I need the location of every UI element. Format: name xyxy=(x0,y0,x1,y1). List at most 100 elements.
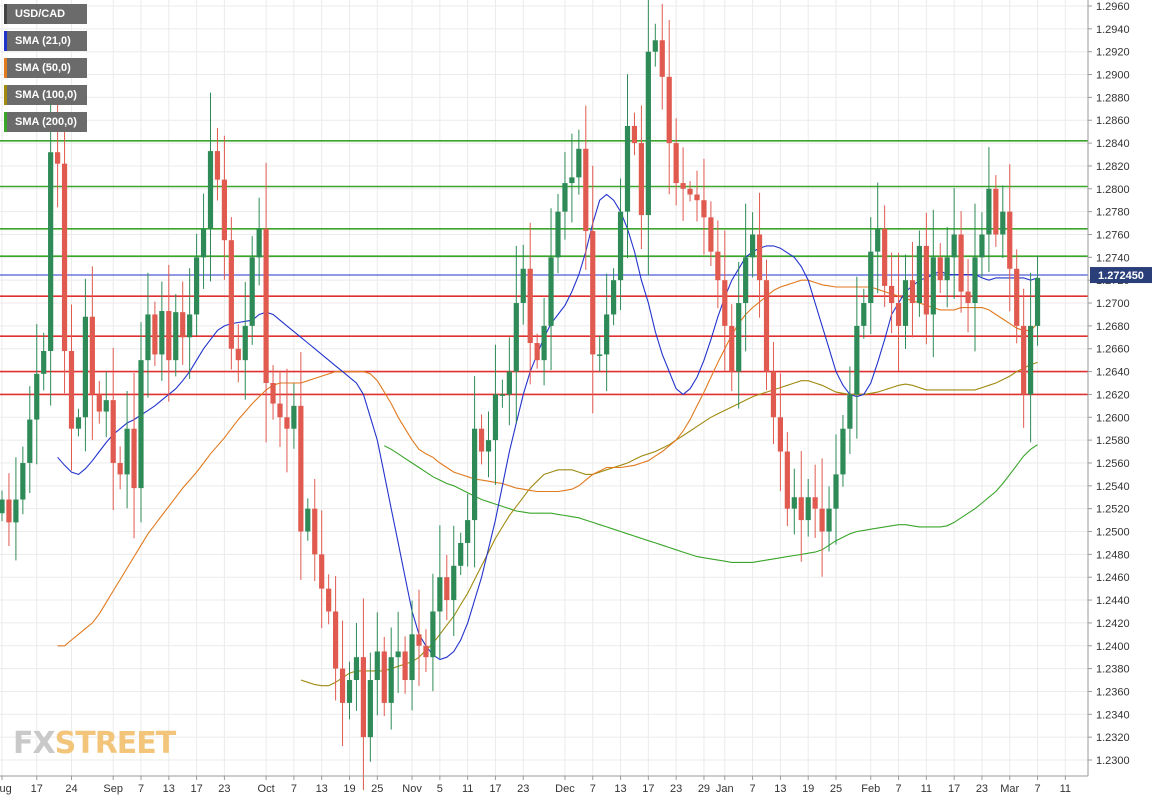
x-tick-label: Dec xyxy=(555,783,575,795)
candle-body xyxy=(409,634,415,681)
candle-body xyxy=(715,251,721,281)
y-tick-label: 1.2660 xyxy=(1096,344,1130,356)
candle-body xyxy=(200,228,207,258)
candle-body xyxy=(673,143,679,184)
candle-body xyxy=(868,251,874,304)
y-tick-label: 1.2540 xyxy=(1096,481,1130,493)
candle-body xyxy=(34,373,40,420)
candle-body xyxy=(96,394,102,412)
x-tick-label: Oct xyxy=(258,783,275,795)
candlesticks xyxy=(0,0,1041,791)
candle-body xyxy=(923,245,929,315)
candle-body xyxy=(722,280,728,326)
candle-body xyxy=(895,303,902,326)
candle-body xyxy=(1000,211,1006,235)
candle-body xyxy=(0,499,5,514)
candle-body xyxy=(228,240,234,349)
candle-body xyxy=(520,268,526,304)
candle-body xyxy=(861,303,867,326)
logo-street: STREET xyxy=(54,726,177,761)
y-tick-label: 1.2480 xyxy=(1096,549,1130,561)
candle-body xyxy=(750,234,756,258)
x-tick-label: 17 xyxy=(31,783,43,795)
candle-body xyxy=(777,417,783,452)
y-tick-label: 1.2340 xyxy=(1096,709,1130,721)
candle-body xyxy=(916,245,922,304)
candle-body xyxy=(944,257,950,281)
candle-body xyxy=(145,314,151,361)
legend-item-sma21[interactable]: SMA (21,0) xyxy=(4,31,87,51)
y-tick-label: 1.2420 xyxy=(1096,618,1130,630)
candle-body xyxy=(882,228,888,286)
x-tick-label: 7 xyxy=(750,783,756,795)
legend-swatch xyxy=(4,4,7,24)
candle-body xyxy=(847,394,853,429)
candle-body xyxy=(534,343,540,361)
y-tick-label: 1.2900 xyxy=(1096,70,1130,82)
x-tick-label: 7 xyxy=(1034,783,1040,795)
y-tick-label: 1.2600 xyxy=(1096,412,1130,424)
legend-swatch xyxy=(4,58,7,78)
candle-body xyxy=(458,542,464,566)
candle-body xyxy=(326,588,332,612)
x-tick-label: Nov xyxy=(402,783,422,795)
x-tick-label: 19 xyxy=(343,783,355,795)
sma-200-line xyxy=(384,444,1038,563)
candle-body xyxy=(221,179,227,241)
legend-item-sma50[interactable]: SMA (50,0) xyxy=(4,58,87,78)
x-tick-label: 11 xyxy=(921,783,932,795)
x-tick-label: 23 xyxy=(517,783,529,795)
candle-body xyxy=(812,497,818,509)
candle-body xyxy=(277,403,283,418)
x-tick-label: 13 xyxy=(316,783,328,795)
legend-swatch xyxy=(4,112,7,132)
candle-body xyxy=(319,554,325,589)
x-tick-label: Sep xyxy=(103,783,123,795)
candle-body xyxy=(743,257,749,304)
y-tick-label: 1.2300 xyxy=(1096,755,1130,767)
candle-body xyxy=(645,51,651,216)
candle-body xyxy=(993,188,999,235)
legend-swatch xyxy=(4,31,7,51)
x-tick-label: 29 xyxy=(698,783,710,795)
candle-body xyxy=(472,428,478,521)
candle-body xyxy=(61,163,68,352)
candle-body xyxy=(1028,325,1034,395)
y-tick-label: 1.2500 xyxy=(1096,527,1130,539)
candle-body xyxy=(451,565,457,601)
y-tick-label: 1.2780 xyxy=(1096,207,1130,219)
candle-body xyxy=(75,417,82,429)
legend-item-sma100[interactable]: SMA (100,0) xyxy=(4,85,87,105)
candle-body xyxy=(798,497,804,521)
x-tick-label: 23 xyxy=(976,783,988,795)
candle-body xyxy=(708,217,714,252)
candle-body xyxy=(235,348,241,361)
legend-item-sma200[interactable]: SMA (200,0) xyxy=(4,112,87,132)
candle-body xyxy=(652,40,658,52)
candle-body xyxy=(305,508,311,532)
candle-body xyxy=(506,371,512,395)
candle-body xyxy=(631,125,638,144)
candle-body xyxy=(166,311,172,361)
y-tick-label: 1.2460 xyxy=(1096,572,1130,584)
candle-body xyxy=(1007,211,1013,269)
candle-body xyxy=(1034,277,1041,326)
candle-body xyxy=(770,371,777,418)
candle-body xyxy=(597,354,603,356)
candle-body xyxy=(485,440,492,452)
candle-body xyxy=(756,234,763,281)
candle-body xyxy=(833,474,839,509)
candle-body xyxy=(624,125,631,212)
x-tick-label: 24 xyxy=(65,783,77,795)
candle-body xyxy=(979,234,985,258)
candle-body xyxy=(103,400,109,412)
y-tick-label: 1.2360 xyxy=(1096,686,1130,698)
candle-body xyxy=(937,257,943,281)
candle-body xyxy=(138,360,144,489)
candle-body xyxy=(117,462,123,475)
candle-body xyxy=(889,285,895,304)
legend-item-price[interactable]: USD/CAD xyxy=(4,4,87,24)
candle-body xyxy=(152,314,158,355)
y-tick-label: 1.2800 xyxy=(1096,184,1130,196)
legend-label: SMA (100,0) xyxy=(15,89,77,101)
